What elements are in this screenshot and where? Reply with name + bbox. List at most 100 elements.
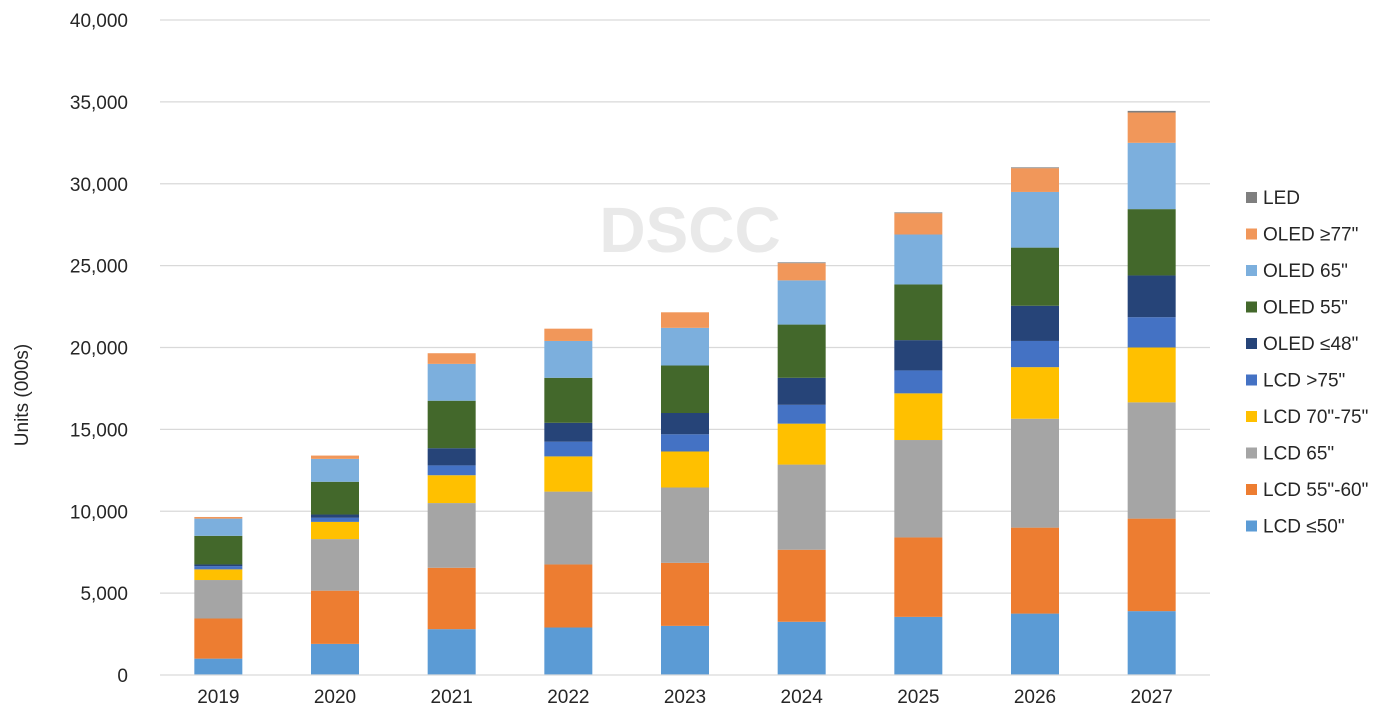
bar-segment (544, 456, 593, 492)
bar-segment (427, 503, 476, 568)
x-tick-label: 2024 (781, 687, 824, 708)
bar-segment (194, 564, 243, 567)
bar-segment (777, 404, 826, 424)
bar-segment (777, 280, 826, 325)
bar-segment (544, 340, 593, 378)
bar-segment (661, 625, 709, 675)
bar-segment (544, 328, 593, 341)
bar-segment (427, 475, 476, 504)
y-tick-label: 0 (117, 666, 128, 687)
legend-swatch (1246, 228, 1257, 240)
legend-swatch (1246, 374, 1257, 386)
bar-segment (894, 213, 943, 235)
bar-segment (1011, 247, 1059, 306)
bar-segment (894, 393, 943, 441)
legend-swatch (1246, 520, 1257, 532)
bar-segment (544, 491, 593, 565)
bar-segment (194, 569, 243, 581)
bar-segment (1011, 168, 1059, 192)
bar-segment (544, 377, 593, 423)
bar-segment (427, 465, 476, 476)
bar-segment (1127, 209, 1176, 276)
y-tick-label: 5,000 (80, 584, 128, 605)
legend-label: OLED 65" (1263, 261, 1348, 282)
legend-swatch (1246, 265, 1257, 276)
bar-segment (1011, 367, 1059, 419)
bar-segment (1011, 305, 1059, 341)
legend-label: OLED ≤48" (1263, 334, 1358, 355)
legend-swatch (1246, 411, 1257, 422)
bars (194, 110, 1176, 675)
bar-segment (1011, 340, 1059, 368)
bar-segment (777, 324, 826, 378)
bar-segment (1011, 191, 1059, 248)
bar-segment (777, 377, 826, 405)
bar-segment (311, 514, 359, 518)
bar-segment (544, 422, 593, 442)
y-tick-label: 30,000 (70, 175, 128, 196)
bar-segment (1127, 402, 1176, 519)
bar-segment (544, 441, 593, 457)
x-tick-label: 2027 (1131, 687, 1173, 708)
bar-segment (194, 516, 243, 519)
legend-swatch (1246, 192, 1257, 203)
x-axis-ticks: 2019 2020 2021 2022 2023 2024 2025 2026 2027 (197, 687, 1173, 708)
bar-segment (661, 327, 709, 366)
bar-segment (894, 440, 943, 538)
bar-segment (311, 539, 359, 591)
bar-segment (661, 487, 709, 563)
bar-segment (894, 284, 943, 341)
bar-segment (194, 535, 243, 565)
legend-swatch (1246, 484, 1257, 495)
bar-segment (194, 566, 243, 570)
bar-segment (311, 517, 359, 522)
bar-segment (1127, 110, 1176, 113)
bar-segment (311, 455, 359, 459)
bar-segment (777, 549, 826, 622)
bar-segment (661, 451, 709, 488)
bar-segment (427, 629, 476, 675)
y-axis-ticks: 0 5,000 10,000 15,000 20,000 25,000 30,000 35,0… (70, 11, 128, 687)
bar-segment (661, 312, 709, 328)
legend-label: OLED ≥77" (1263, 225, 1358, 246)
bar-segment (1127, 518, 1176, 612)
y-tick-label: 25,000 (70, 257, 128, 278)
bar-segment (661, 434, 709, 452)
bar-segment (1011, 167, 1059, 169)
bar-segment (544, 564, 593, 628)
bar-segment (427, 400, 476, 449)
legend-swatch (1246, 338, 1257, 349)
legend-label: OLED 55" (1263, 298, 1348, 319)
legend-label: LCD 65" (1263, 444, 1334, 465)
x-tick-label: 2023 (664, 687, 706, 708)
y-tick-label: 15,000 (70, 420, 128, 441)
legend: LED OLED ≥77" OLED 65" OLED 55" OLED ≤48" LCD… (1246, 188, 1368, 538)
bar-segment (661, 562, 709, 626)
legend-label: LCD 70"-75" (1263, 407, 1368, 428)
x-tick-label: 2026 (1014, 687, 1056, 708)
bar-segment (427, 567, 476, 630)
bar-segment (894, 537, 943, 617)
bar-segment (894, 616, 943, 675)
x-tick-label: 2021 (431, 687, 473, 708)
bar-segment (777, 464, 826, 550)
legend-label: LCD >75" (1263, 371, 1345, 392)
bar-segment (1127, 142, 1176, 210)
bar-segment (894, 370, 943, 394)
bar-segment (311, 643, 359, 675)
y-tick-label: 35,000 (70, 93, 128, 114)
y-tick-label: 10,000 (70, 502, 128, 523)
bar-segment (311, 590, 359, 644)
watermark: DSCC (599, 194, 780, 266)
bar-segment (777, 262, 826, 264)
bar-segment (777, 263, 826, 281)
bar-segment (894, 234, 943, 285)
bar-segment (311, 458, 359, 482)
bar-segment (194, 580, 243, 619)
legend-swatch (1246, 447, 1257, 459)
bar-segment (894, 212, 943, 214)
legend-label: LCD 55"-60" (1263, 480, 1368, 501)
y-tick-label: 20,000 (70, 339, 128, 360)
bar-segment (427, 363, 476, 401)
